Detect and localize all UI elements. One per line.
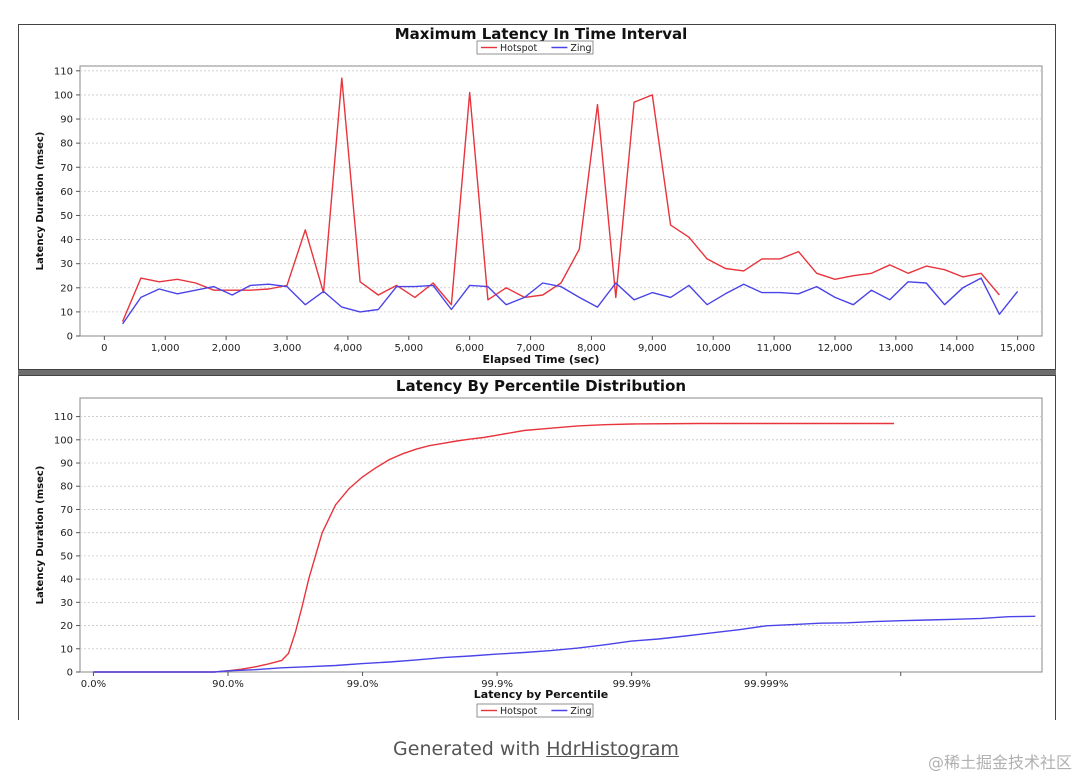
bottom-y-tick-label: 40 xyxy=(60,575,73,586)
top-y-tick-label: 110 xyxy=(54,66,73,77)
bottom-y-tick-label: 20 xyxy=(60,621,73,632)
top-legend-label-zing: Zing xyxy=(570,43,591,54)
bottom-y-tick-label: 10 xyxy=(60,644,73,655)
top-x-tick-label: 7,000 xyxy=(516,343,545,354)
top-y-tick-label: 90 xyxy=(60,115,73,126)
top-legend-box xyxy=(476,40,594,55)
bottom-y-tick-label: 70 xyxy=(60,505,73,516)
top-chart-title: Maximum Latency In Time Interval xyxy=(395,25,688,43)
bottom-legend-label-hotspot: Hotspot xyxy=(500,706,537,717)
bottom-x-tick-label: 99.9% xyxy=(481,679,513,690)
top-plot-area xyxy=(79,65,1043,337)
charts-frame: 0 10 20 30 40 50 60 70 80 90 100 110 0 1,000 2,000 3,00… xyxy=(18,24,1056,720)
top-x-tick-label: 3,000 xyxy=(273,343,302,354)
bottom-x-tick-label: 99.99% xyxy=(613,679,651,690)
top-x-tick-label: 14,000 xyxy=(939,343,974,354)
top-x-tick-label: 1,000 xyxy=(151,343,180,354)
bottom-plot-area xyxy=(79,397,1043,673)
caption-prefix: Generated with xyxy=(393,738,547,760)
bottom-x-tick-label: 99.0% xyxy=(347,679,379,690)
bottom-y-axis-label: Latency Duration (msec) xyxy=(35,466,46,605)
bottom-x-tick-label: 99.999% xyxy=(744,679,789,690)
top-x-tick-label: 0 xyxy=(101,343,107,354)
top-x-tick-label: 9,000 xyxy=(638,343,667,354)
chart-separator xyxy=(18,370,1056,375)
bottom-y-tick-label: 90 xyxy=(60,459,73,470)
bottom-y-tick-label: 60 xyxy=(60,528,73,539)
top-x-tick-label: 12,000 xyxy=(817,343,852,354)
top-y-tick-label: 100 xyxy=(54,90,73,101)
bottom-legend: Hotspot Zing xyxy=(476,703,594,718)
top-series-zing-line xyxy=(122,277,1019,325)
top-x-tick-label: 15,000 xyxy=(1000,343,1035,354)
top-y-tick-label: 0 xyxy=(67,332,73,343)
bottom-y-tick-label: 100 xyxy=(54,435,73,446)
top-series-hotspot-line xyxy=(121,77,1000,322)
top-x-tick-label: 2,000 xyxy=(212,343,241,354)
top-x-tick-label: 6,000 xyxy=(455,343,484,354)
top-y-tick-label: 60 xyxy=(60,187,73,198)
bottom-x-tick-label: 0.0% xyxy=(81,679,106,690)
watermark: @稀土掘金技术社区 xyxy=(927,753,1072,772)
bottom-legend-label-zing: Zing xyxy=(570,706,591,717)
bottom-series-zing-line xyxy=(93,615,1036,673)
bottom-x-tick-label: 90.0% xyxy=(212,679,244,690)
bottom-y-tick-label: 80 xyxy=(60,482,73,493)
top-y-tick-label: 50 xyxy=(60,211,73,222)
bottom-series-hotspot-line xyxy=(93,422,894,673)
hdrhistogram-link[interactable]: HdrHistogram xyxy=(546,738,679,760)
top-x-tick-label: 4,000 xyxy=(334,343,363,354)
top-legend-label-hotspot: Hotspot xyxy=(500,43,537,54)
top-chart: 0 10 20 30 40 50 60 70 80 90 100 110 0 1,000 2,000 3,00… xyxy=(35,25,1043,366)
top-y-axis-label: Latency Duration (msec) xyxy=(35,132,46,271)
bottom-legend-box xyxy=(476,703,594,718)
top-y-tick-label: 70 xyxy=(60,163,73,174)
top-x-axis-label: Elapsed Time (sec) xyxy=(483,353,600,366)
top-y-tick-label: 40 xyxy=(60,235,73,246)
top-y-tick-label: 80 xyxy=(60,139,73,150)
bottom-chart-title: Latency By Percentile Distribution xyxy=(396,377,686,395)
bottom-chart: 0 10 20 30 40 50 60 70 80 90 100 110 0.0% 90.0% 99.0% 9… xyxy=(35,377,1043,718)
caption: Generated with HdrHistogram xyxy=(0,738,1072,760)
top-x-tick-label: 13,000 xyxy=(878,343,913,354)
top-x-tick-label: 8,000 xyxy=(577,343,606,354)
bottom-y-tick-label: 0 xyxy=(67,668,73,679)
top-x-tick-label: 11,000 xyxy=(757,343,792,354)
bottom-x-axis-label: Latency by Percentile xyxy=(474,688,608,701)
bottom-y-tick-label: 30 xyxy=(60,598,73,609)
top-x-tick-label: 10,000 xyxy=(696,343,731,354)
top-y-tick-label: 30 xyxy=(60,259,73,270)
bottom-y-tick-label: 50 xyxy=(60,551,73,562)
top-legend: Hotspot Zing xyxy=(476,40,594,55)
top-y-tick-label: 10 xyxy=(60,307,73,318)
top-x-tick-label: 5,000 xyxy=(394,343,423,354)
top-y-tick-label: 20 xyxy=(60,283,73,294)
bottom-y-tick-label: 110 xyxy=(54,412,73,423)
